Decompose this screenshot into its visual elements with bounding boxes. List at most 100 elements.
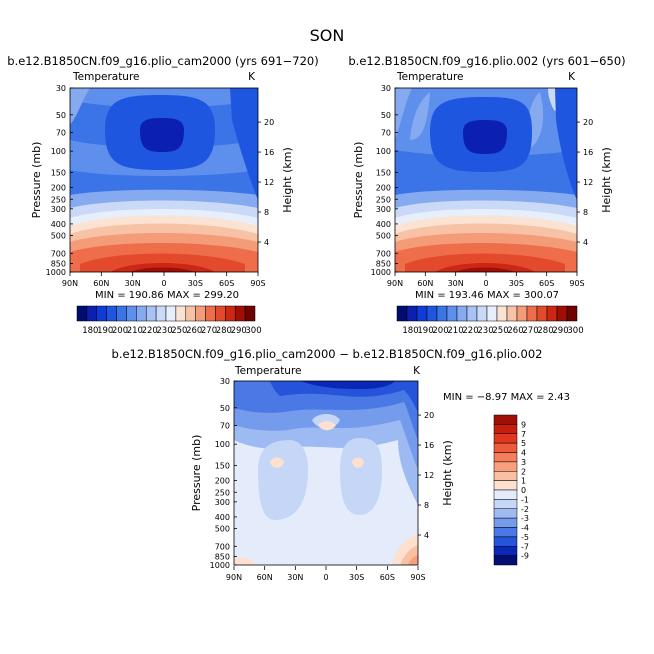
colorbar-swatch [416,305,428,322]
colorbar-label: 180 [82,326,98,336]
colorbar-swatch [175,305,187,322]
colorbar-swatch [96,305,107,322]
y-tick-label: 250 [51,195,66,204]
field-band [140,118,184,152]
field-band [230,88,258,200]
y-tick-label: 30 [56,84,66,93]
colorbar-swatch [526,305,538,322]
y-tick-label: 200 [376,184,391,193]
colorbar-label: 5 [521,439,526,448]
colorbar-swatch [493,508,518,519]
field-band [340,438,382,515]
colorbar-label: -4 [521,524,529,533]
colorbar-label: 270 [522,326,538,336]
colorbar-swatch [76,305,88,322]
colorbar-swatch [493,414,518,425]
colorbar-label: 250 [492,326,508,336]
colorbar-swatch [493,433,518,444]
colorbar-swatch [126,305,137,322]
y-tick-label: 100 [376,147,391,156]
colorbar-swatch [556,305,568,322]
x-tick-label: 90S [410,573,425,582]
field-band [395,88,412,140]
y-tick-label: 70 [381,128,391,137]
y2-tick-label: 4 [424,531,429,540]
colorbar-label: -5 [521,533,529,542]
colorbar-label: 190 [97,326,113,336]
y-tick-label: 1000 [371,268,391,277]
colorbar-label: -7 [521,542,529,551]
colorbar-swatch [406,305,418,322]
panel-a-min: MIN = 190.86 [95,290,164,301]
colorbar-swatch [493,499,518,509]
colorbar-swatch [546,305,558,322]
field-band [463,120,507,154]
panel-a-max: MAX = 299.20 [167,290,239,301]
colorbar-swatch [493,452,518,463]
panel-a-title: b.e12.B1850CN.f09_g16.plio_cam2000 (yrs … [7,54,318,68]
y-tick-label: 50 [56,111,66,120]
x-tick-label: 60N [417,279,433,288]
colorbar-swatch [486,305,498,322]
y2-tick-label: 12 [583,178,593,187]
panel-c-y2label: Height (km) [441,440,454,506]
y2-tick-label: 20 [583,118,593,127]
colorbar-swatch [396,305,408,322]
panel-b-y2label: Height (km) [600,147,613,213]
y-tick-label: 400 [51,220,66,229]
y-tick-label: 400 [376,220,391,229]
colorbar-swatch [426,305,438,322]
y-tick-label: 200 [51,184,66,193]
colorbar-label: -9 [521,552,529,561]
colorbar-label: 220 [142,326,158,336]
panel-b: b.e12.B1850CN.f09_g16.plio.002 (yrs 601−… [348,54,625,301]
y-tick-label: 150 [51,168,66,177]
colorbar-label: 230 [156,326,172,336]
colorbar-label: 210 [127,326,143,336]
colorbar-label: 0 [521,486,526,495]
colorbar-label: 2 [521,467,526,476]
panel-c-ylabel: Pressure (mb) [190,435,203,512]
panel-c-y2-labels: 20 16 12 8 4 [418,411,434,540]
y-tick-label: 200 [215,477,230,486]
figure-title: SON [310,26,345,45]
panel-b-field [395,88,577,272]
colorbar-label: 200 [112,326,128,336]
colorbar-label: 260 [507,326,523,336]
y-tick-label: 70 [220,421,230,430]
colorbar-label: 230 [477,326,493,336]
x-tick-label: 0 [323,573,328,582]
colorbar-label: 3 [521,458,526,467]
x-tick-label: 30N [287,573,303,582]
colorbar-label: 290 [231,326,247,336]
colorbar-label: 250 [171,326,187,336]
colorbar-swatch [493,489,518,500]
field-band [318,421,336,431]
colorbar-swatch [244,305,256,322]
panel-b-title: b.e12.B1850CN.f09_g16.plio.002 (yrs 601−… [348,54,625,68]
colorbar-swatch [493,442,518,453]
x-tick-label: 90N [387,279,403,288]
x-tick-label: 0 [483,279,488,288]
y-tick-label: 500 [376,232,391,241]
y-tick-label: 1000 [46,268,66,277]
colorbar-swatch [155,305,167,322]
y2-tick-label: 16 [264,148,274,157]
colorbar-swatch [566,305,578,322]
y-tick-label: 850 [376,259,391,268]
field-band [300,381,395,389]
y2-tick-label: 20 [424,411,434,420]
field-band [270,381,418,412]
panel-c-field [234,381,418,565]
colorbar-swatch [506,305,518,322]
field-band [70,88,90,125]
y2-tick-label: 4 [583,238,588,247]
panel-c-subtitle: Temperature [234,365,302,377]
x-tick-label: 90S [569,279,584,288]
colorbar-label: 9 [521,420,526,429]
x-tick-label: 90N [62,279,78,288]
colorbar-label: 7 [521,430,526,439]
colorbar-swatch [195,305,206,322]
y2-tick-label: 16 [424,441,434,450]
